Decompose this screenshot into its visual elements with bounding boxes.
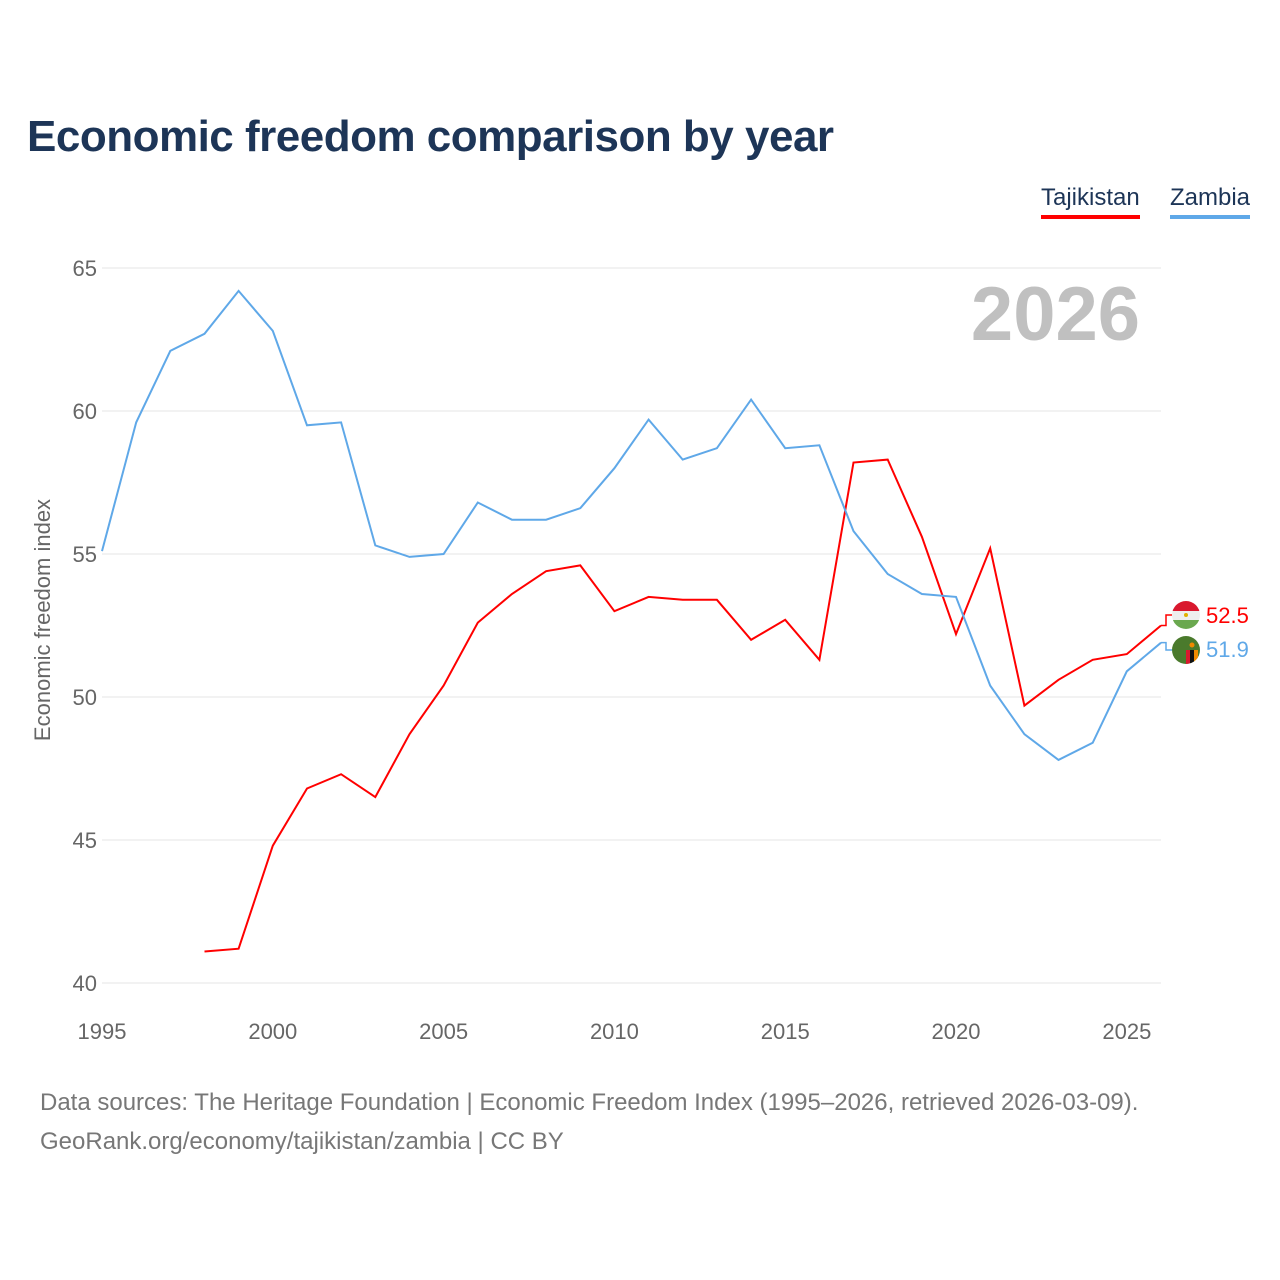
data-point-tajikistan[interactable] [748,637,754,643]
data-point-zambia[interactable] [441,551,447,557]
data-point-tajikistan[interactable] [543,568,549,574]
zambia-flag-icon [1172,636,1200,664]
data-point-zambia[interactable] [406,554,412,560]
x-tick-label: 2020 [932,1019,981,1044]
tajikistan-end-label: 52.5 [1206,603,1249,628]
x-tick-label: 1995 [78,1019,127,1044]
data-point-tajikistan[interactable] [611,608,617,614]
y-tick-label: 55 [73,542,97,567]
y-tick-label: 65 [73,256,97,281]
data-point-zambia[interactable] [201,331,207,337]
zambia-end-label: 51.9 [1206,637,1249,662]
footer-sources: Data sources: The Heritage Foundation | … [40,1089,1139,1116]
data-point-zambia[interactable] [304,422,310,428]
data-point-zambia[interactable] [1124,668,1130,674]
tajikistan-flag-icon [1172,601,1200,629]
data-point-zambia[interactable] [1056,757,1062,763]
series-line-zambia [101,289,1162,762]
y-axis-label: Economic freedom index [30,499,55,741]
data-point-zambia[interactable] [577,505,583,511]
y-tick-label: 40 [73,971,97,996]
data-point-tajikistan[interactable] [201,949,207,955]
data-point-tajikistan[interactable] [851,459,857,465]
y-tick-label: 60 [73,399,97,424]
chart-title: Economic freedom comparison by year [27,112,834,161]
data-point-tajikistan[interactable] [475,620,481,626]
data-point-zambia[interactable] [885,571,891,577]
data-point-zambia[interactable] [851,528,857,534]
data-point-tajikistan[interactable] [714,597,720,603]
data-point-tajikistan[interactable] [953,631,959,637]
data-point-tajikistan[interactable] [372,794,378,800]
data-point-zambia[interactable] [372,542,378,548]
data-point-tajikistan[interactable] [338,771,344,777]
footer-link[interactable]: GeoRank.org/economy/tajikistan/zambia | … [40,1128,564,1155]
data-point-zambia[interactable] [987,683,993,689]
data-point-zambia[interactable] [646,417,652,423]
data-point-zambia[interactable] [236,288,242,294]
data-point-tajikistan[interactable] [577,562,583,568]
data-point-tajikistan[interactable] [816,657,822,663]
data-point-zambia[interactable] [270,328,276,334]
legend-item-tajikistan[interactable]: Tajikistan [1041,184,1140,219]
data-point-tajikistan[interactable] [782,617,788,623]
data-point-zambia[interactable] [509,517,515,523]
series-line-tajikistan [204,458,1162,953]
data-point-zambia[interactable] [953,594,959,600]
data-point-zambia[interactable] [611,465,617,471]
data-point-zambia[interactable] [133,419,139,425]
data-point-zambia[interactable] [1021,731,1027,737]
data-point-tajikistan[interactable] [1124,651,1130,657]
data-point-zambia[interactable] [748,397,754,403]
end-label-connector [1161,641,1172,651]
data-point-tajikistan[interactable] [919,534,925,540]
x-tick-label: 2015 [761,1019,810,1044]
data-point-zambia[interactable] [99,548,105,554]
data-point-zambia[interactable] [338,419,344,425]
end-label-connector [1161,614,1172,627]
data-point-tajikistan[interactable] [509,591,515,597]
data-point-tajikistan[interactable] [1021,703,1027,709]
data-point-zambia[interactable] [167,348,173,354]
x-tick-label: 2005 [419,1019,468,1044]
data-point-zambia[interactable] [1090,740,1096,746]
data-point-zambia[interactable] [543,517,549,523]
data-point-tajikistan[interactable] [236,946,242,952]
data-point-zambia[interactable] [475,500,481,506]
data-point-zambia[interactable] [680,457,686,463]
data-point-zambia[interactable] [782,445,788,451]
data-point-tajikistan[interactable] [1090,657,1096,663]
data-point-tajikistan[interactable] [987,545,993,551]
data-point-tajikistan[interactable] [270,843,276,849]
x-tick-label: 2000 [248,1019,297,1044]
y-tick-label: 50 [73,685,97,710]
data-point-tajikistan[interactable] [441,683,447,689]
x-tick-label: 2025 [1102,1019,1151,1044]
data-point-zambia[interactable] [919,591,925,597]
x-tick-label: 2010 [590,1019,639,1044]
data-point-tajikistan[interactable] [406,731,412,737]
legend-item-zambia[interactable]: Zambia [1170,184,1251,219]
data-point-tajikistan[interactable] [646,594,652,600]
data-point-tajikistan[interactable] [304,786,310,792]
y-tick-label: 45 [73,828,97,853]
data-point-zambia[interactable] [816,442,822,448]
data-point-tajikistan[interactable] [885,457,891,463]
data-point-tajikistan[interactable] [1056,677,1062,683]
year-watermark: 2026 [971,272,1140,357]
data-point-zambia[interactable] [714,445,720,451]
data-point-tajikistan[interactable] [680,597,686,603]
